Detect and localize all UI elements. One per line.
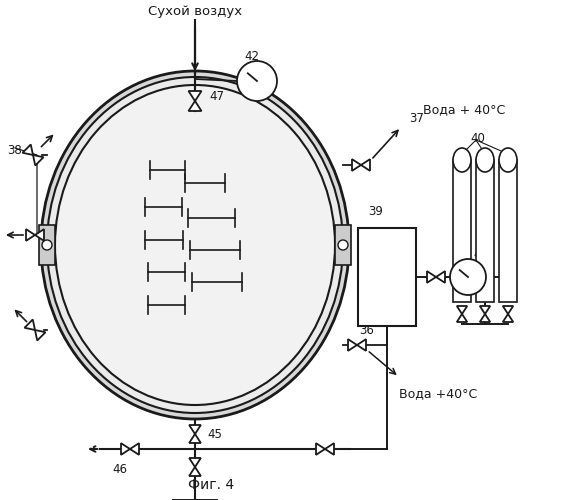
Text: 46: 46 — [113, 463, 127, 476]
Text: 47: 47 — [209, 90, 224, 104]
Bar — [358, 228, 416, 326]
Text: 41: 41 — [473, 248, 488, 262]
Polygon shape — [357, 339, 366, 351]
Text: Вода + 40°С: Вода + 40°С — [423, 104, 505, 117]
Circle shape — [338, 240, 348, 250]
Ellipse shape — [41, 71, 349, 419]
Polygon shape — [189, 101, 202, 111]
Polygon shape — [189, 458, 201, 467]
Polygon shape — [26, 229, 35, 241]
Ellipse shape — [47, 77, 343, 413]
Polygon shape — [35, 229, 44, 241]
Polygon shape — [457, 314, 467, 322]
Polygon shape — [503, 314, 513, 322]
Text: 40: 40 — [470, 132, 485, 144]
Polygon shape — [361, 159, 370, 171]
Text: 38: 38 — [8, 144, 23, 156]
Polygon shape — [480, 306, 490, 314]
Bar — [335, 225, 351, 265]
Polygon shape — [480, 314, 490, 322]
Circle shape — [450, 259, 486, 295]
Text: 42: 42 — [244, 50, 260, 62]
Text: 36: 36 — [359, 324, 374, 338]
Polygon shape — [23, 144, 33, 155]
Polygon shape — [436, 271, 445, 283]
Bar — [499, 160, 517, 302]
Text: 39: 39 — [368, 205, 383, 218]
Ellipse shape — [55, 85, 335, 405]
Polygon shape — [503, 306, 513, 314]
Polygon shape — [189, 91, 202, 101]
Circle shape — [237, 61, 277, 101]
Polygon shape — [35, 330, 46, 340]
Circle shape — [42, 240, 52, 250]
Ellipse shape — [499, 148, 517, 172]
Polygon shape — [352, 159, 361, 171]
Text: Сухой воздух: Сухой воздух — [148, 6, 242, 18]
Polygon shape — [189, 425, 201, 434]
Ellipse shape — [453, 148, 471, 172]
Polygon shape — [189, 434, 201, 443]
Polygon shape — [348, 339, 357, 351]
Text: Фиг. 4: Фиг. 4 — [188, 478, 234, 492]
Polygon shape — [457, 306, 467, 314]
Bar — [453, 160, 471, 302]
Polygon shape — [121, 443, 130, 455]
Polygon shape — [130, 443, 139, 455]
Polygon shape — [427, 271, 436, 283]
Polygon shape — [316, 443, 325, 455]
Text: 37: 37 — [409, 112, 424, 126]
Polygon shape — [33, 155, 43, 166]
Bar — [476, 160, 494, 302]
Polygon shape — [325, 443, 334, 455]
Text: 45: 45 — [207, 428, 222, 440]
Ellipse shape — [476, 148, 494, 172]
Text: Вода +40°С: Вода +40°С — [399, 387, 477, 400]
Polygon shape — [189, 467, 201, 476]
Polygon shape — [25, 320, 35, 330]
Bar — [39, 225, 55, 265]
